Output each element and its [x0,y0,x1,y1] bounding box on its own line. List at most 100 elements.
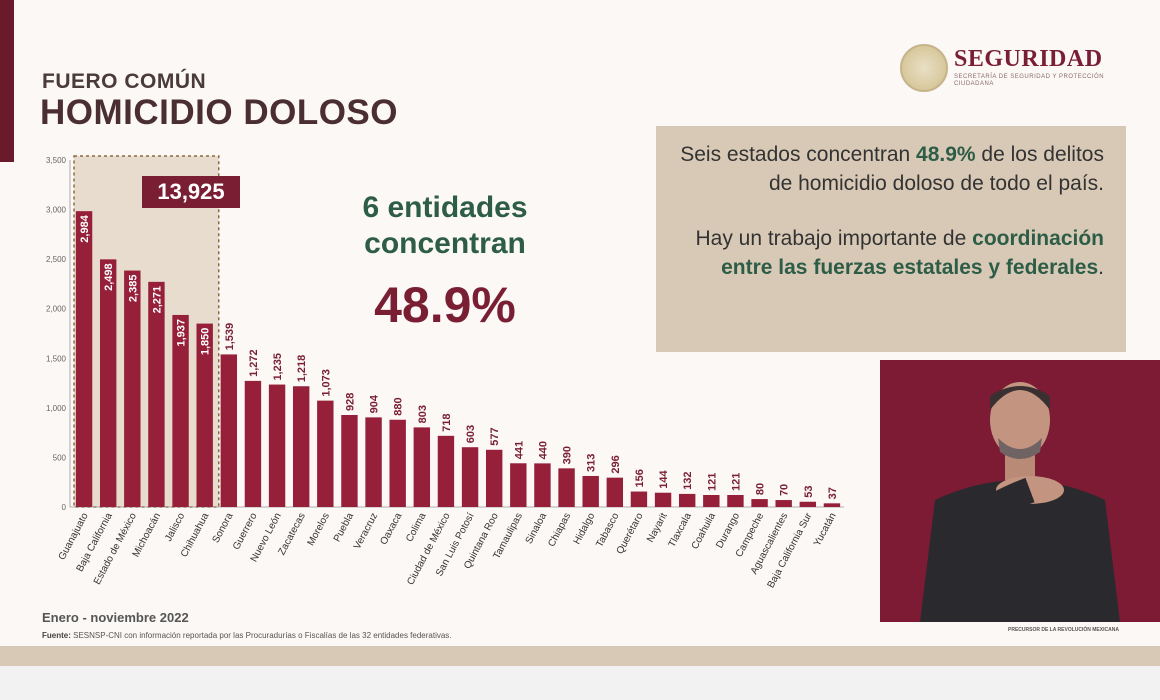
bar-value-label: 2,984 [79,214,91,242]
bar [172,314,189,507]
y-tick-label: 2,000 [46,305,67,314]
bar-value-label: 1,272 [248,349,260,377]
x-tick-label: Chiapas [546,511,573,549]
x-tick-label: Colima [404,511,429,544]
y-tick-label: 3,500 [46,156,67,165]
total-badge: 13,925 [142,176,240,208]
bar-value-label: 390 [562,446,574,464]
highlight-line-2: concentran [364,227,526,260]
bar-value-label: 1,937 [176,319,188,347]
bar [751,499,768,507]
y-tick-label: 500 [53,453,67,462]
bar-value-label: 2,271 [151,286,163,314]
y-tick-label: 0 [62,503,67,512]
x-tick-label: Jalisco [163,511,187,544]
bar [654,492,672,507]
bar-value-label: 1,539 [224,323,236,351]
bar [461,447,479,507]
footer-tag: PRECURSOR DE LA REVOLUCIÓN MEXICANA [1008,627,1119,633]
x-tick-label: Tlaxcala [667,511,694,549]
bar-value-label: 803 [417,405,429,423]
bar [703,495,720,507]
bar-value-label: 121 [730,473,742,491]
x-tick-label: Veracruz [352,511,380,551]
bar [196,323,213,507]
y-tick-label: 2,500 [46,255,67,264]
bar-value-label: 132 [682,472,694,490]
x-tick-label: Sonora [211,511,236,545]
y-tick-label: 1,500 [46,354,67,363]
national-seal-icon [900,44,948,92]
x-tick-label: Sinaloa [524,511,550,546]
bar-value-label: 156 [634,469,646,487]
bar [317,400,334,507]
bar-value-label: 80 [755,483,767,495]
bar [799,501,817,507]
bar-value-label: 2,498 [103,263,115,291]
info-box: Seis estados concentran 48.9% de los del… [656,126,1126,352]
bar-value-label: 928 [344,393,356,411]
bar [341,414,358,507]
slide-title: HOMICIDIO DOLOSO [40,93,398,132]
bar [244,380,262,507]
info-paragraph-1: Seis estados concentran 48.9% de los del… [676,140,1104,198]
sign-language-interpreter-video [880,360,1160,622]
footer-bottom [0,666,1160,700]
seguridad-logo: SEGURIDAD SECRETARÍA DE SEGURIDAD Y PROT… [900,44,1140,94]
x-tick-label: Oaxaca [378,511,404,547]
highlight-line-1: 6 entidades [362,191,528,224]
x-tick-label: Hidalgo [572,511,598,546]
bar [437,435,455,507]
bar-value-label: 603 [465,425,477,443]
bar [534,463,551,507]
bar [485,449,503,507]
interpreter-figure [880,360,1160,622]
info-text: de los delitos de homicidio doloso de to… [768,143,1104,195]
bar-value-label: 1,073 [320,369,332,397]
info-text: Seis estados concentran [680,143,917,166]
x-tick-label: Morelos [306,511,332,548]
y-tick-label: 3,000 [46,206,67,215]
bar [292,386,310,507]
x-tick-label: Baja California Sur [766,511,815,590]
bar [558,468,575,507]
source-text: SESNSP-CNI con información reportada por… [70,631,452,640]
bar-value-label: 296 [610,455,622,473]
bar [582,475,599,507]
bar [606,477,624,507]
bar [148,281,165,507]
source-label: Fuente: [42,631,71,640]
bar [727,495,744,507]
source-note: Fuente: SESNSP-CNI con información repor… [42,631,452,640]
x-tick-label: Nayarit [645,511,670,544]
bar-value-label: 313 [586,454,598,472]
slide-subtitle: FUERO COMÚN [42,70,207,93]
bar-value-label: 441 [513,441,525,459]
info-paragraph-2: Hay un trabajo importante de coordinació… [676,224,1104,282]
bar [220,354,238,507]
bar-value-label: 2,385 [127,275,139,303]
bar [678,493,696,507]
bar-value-label: 53 [803,485,815,497]
info-highlight: 48.9% [916,143,976,166]
bar-value-label: 718 [441,413,453,431]
info-text: . [1098,256,1104,279]
bar-value-label: 904 [369,394,381,413]
highlight-region [73,155,220,508]
bar [75,211,93,507]
bar-value-label: 121 [706,473,718,491]
logo-subtitle: SECRETARÍA DE SEGURIDAD Y PROTECCIÓN CIU… [954,74,1105,87]
bar-value-label: 577 [489,427,501,445]
bar-value-label: 880 [393,397,405,415]
bar [413,427,431,507]
info-highlight: coordinación entre las fuerzas estatales… [721,227,1104,279]
bar [389,419,406,507]
bar [775,500,792,507]
bar-chart: 05001,0001,5002,0002,5003,0003,5002,984G… [46,155,844,590]
x-tick-label: Yucatán [812,511,839,548]
bar-value-label: 144 [658,469,670,488]
x-tick-label: Puebla [332,511,357,544]
y-tick-label: 1,000 [46,404,67,413]
bar [823,503,841,507]
